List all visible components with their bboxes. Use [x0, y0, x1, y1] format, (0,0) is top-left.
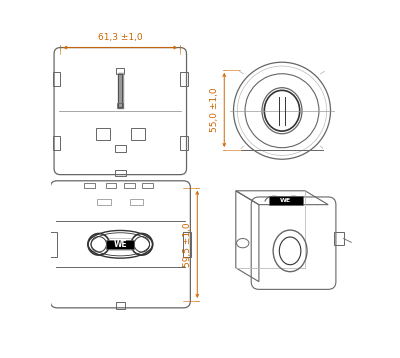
Bar	[117, 103, 123, 108]
Bar	[116, 68, 124, 74]
Bar	[124, 183, 135, 189]
Bar	[180, 136, 188, 150]
Text: 61,3 ±1,0: 61,3 ±1,0	[98, 33, 143, 42]
Bar	[52, 136, 60, 150]
Bar	[180, 72, 188, 86]
Bar	[84, 183, 95, 189]
Bar	[106, 183, 116, 189]
Bar	[184, 232, 191, 257]
Bar	[115, 170, 126, 176]
Bar	[96, 128, 110, 140]
Bar	[116, 303, 125, 309]
Text: WE: WE	[114, 240, 127, 249]
Bar	[334, 232, 344, 246]
Bar	[118, 74, 122, 107]
Bar	[97, 199, 111, 205]
Bar	[106, 240, 134, 249]
Text: 55,0 ±1,0: 55,0 ±1,0	[210, 88, 219, 132]
Bar	[269, 196, 303, 205]
Bar	[50, 232, 57, 257]
Text: 59,5 ±1,0: 59,5 ±1,0	[183, 222, 192, 267]
Bar	[52, 72, 60, 86]
Text: WE: WE	[280, 198, 292, 203]
Bar	[130, 199, 144, 205]
Bar	[115, 145, 126, 152]
Bar	[131, 128, 145, 140]
Bar	[142, 183, 153, 189]
